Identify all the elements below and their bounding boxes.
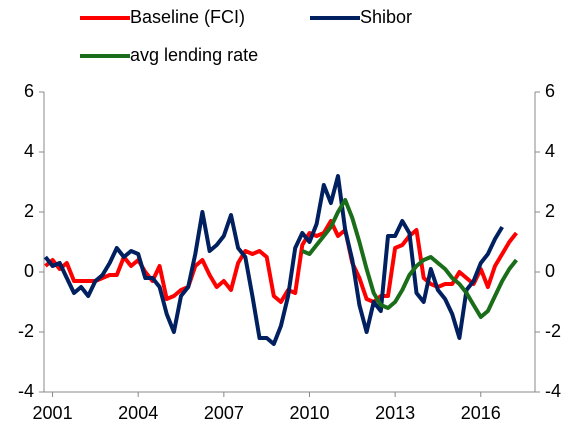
y2-tick-label: 4 <box>545 141 555 161</box>
x-tick-label: 2007 <box>204 403 244 423</box>
x-tick-label: 2016 <box>461 403 501 423</box>
series-line <box>301 198 518 319</box>
legend-label: Shibor <box>360 7 412 27</box>
x-tick-label: 2001 <box>33 403 73 423</box>
series-line <box>44 219 518 304</box>
y-tick-label: 6 <box>24 81 34 101</box>
y2-tick-label: 6 <box>545 81 555 101</box>
y-tick-label: 0 <box>24 261 34 281</box>
series-line <box>43 174 504 346</box>
y-tick-label: -2 <box>18 321 34 341</box>
legend-label: Baseline (FCI) <box>130 7 245 27</box>
legend-label: avg lending rate <box>130 45 258 65</box>
x-tick-label: 2010 <box>289 403 329 423</box>
y2-tick-label: -4 <box>545 381 561 401</box>
x-tick-label: 2004 <box>118 403 158 423</box>
y2-tick-label: 0 <box>545 261 555 281</box>
x-tick-label: 2013 <box>375 403 415 423</box>
y-tick-label: -4 <box>18 381 34 401</box>
y-tick-label: 2 <box>24 201 34 221</box>
y-tick-label: 4 <box>24 141 34 161</box>
y2-tick-label: 2 <box>545 201 555 221</box>
y2-tick-label: -2 <box>545 321 561 341</box>
